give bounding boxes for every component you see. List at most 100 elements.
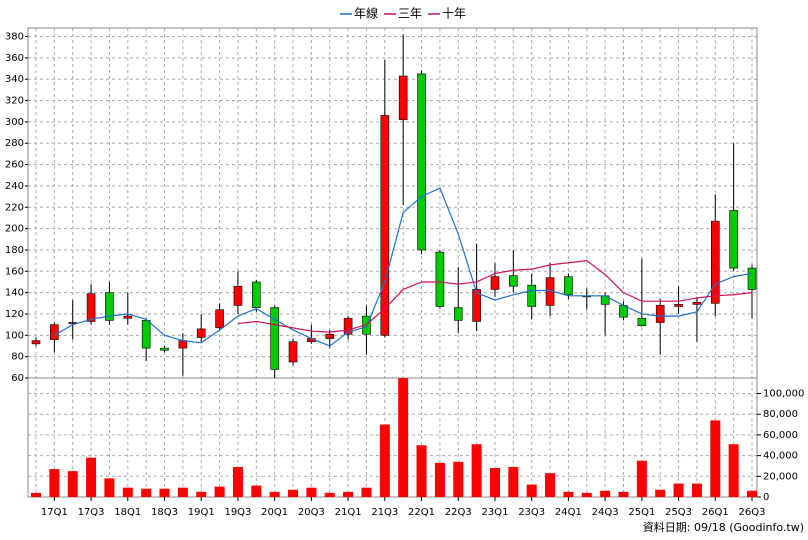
volume-bar — [232, 466, 243, 497]
y2-tick-label: 0 — [763, 492, 769, 503]
x-tick-label: 18Q3 — [151, 507, 178, 518]
candle-body — [674, 304, 683, 307]
volume-bar — [159, 488, 170, 497]
volume-bar — [196, 491, 207, 497]
candle-body — [270, 307, 279, 370]
y-tick-label: 180 — [5, 245, 24, 256]
y-tick-label: 360 — [5, 53, 24, 64]
volume-bar — [655, 489, 666, 497]
candle-body — [380, 115, 390, 336]
x-tick-label: 26Q3 — [739, 507, 766, 518]
x-tick-label: 22Q3 — [445, 507, 472, 518]
x-tick-label: 25Q3 — [665, 507, 692, 518]
volume-bar — [324, 492, 335, 497]
volume-bar — [122, 487, 133, 497]
x-tick-label: 17Q3 — [78, 507, 105, 518]
candle-body — [747, 267, 757, 290]
volume-bar — [710, 420, 721, 497]
ma-line — [237, 259, 753, 333]
candle-body — [252, 281, 261, 308]
candle-body — [141, 320, 151, 349]
y-tick-label: 340 — [5, 74, 24, 85]
legend-label: 十年 — [442, 7, 466, 21]
candle-body — [196, 328, 206, 338]
footer: 資料日期: 09/18 (Goodinfo.tw) — [643, 520, 804, 534]
candle-body — [527, 284, 536, 307]
candle-body — [288, 341, 298, 363]
y-tick-label: 280 — [5, 138, 24, 149]
candle-body — [215, 309, 224, 329]
volume-bar — [471, 444, 482, 497]
volume-bar — [251, 485, 262, 497]
volume-bar — [361, 487, 372, 497]
y-tick-label: 120 — [5, 309, 24, 320]
y-tick-label: 160 — [5, 266, 24, 277]
x-tick-label: 23Q1 — [481, 507, 508, 518]
volume-bar — [728, 444, 739, 497]
volume-bar — [508, 466, 519, 497]
candle-body — [31, 340, 41, 345]
x-tick-label: 24Q1 — [555, 507, 582, 518]
candle-body — [233, 285, 243, 306]
legend-label: 三年 — [398, 7, 422, 21]
volume-bar — [67, 471, 78, 497]
volume-bar — [453, 461, 464, 497]
candle-body — [398, 75, 408, 121]
y2-tick-label: 100,000 — [763, 389, 804, 400]
x-tick-label: 20Q1 — [261, 507, 288, 518]
y-tick-label: 200 — [5, 224, 24, 235]
candle-body — [105, 292, 114, 321]
y-tick-label: 140 — [5, 288, 24, 299]
candle-body — [710, 220, 720, 304]
x-tick-label: 21Q1 — [335, 507, 362, 518]
candle-body — [453, 307, 463, 321]
y-tick-label: 240 — [5, 181, 24, 192]
candle-body — [564, 276, 573, 296]
y-tick-label: 220 — [5, 202, 24, 213]
x-tick-label: 26Q1 — [702, 507, 729, 518]
candle-body — [178, 340, 188, 349]
y2-tick-label: 60,000 — [763, 430, 798, 441]
y-tick-label: 380 — [5, 32, 24, 43]
y2-tick-label: 80,000 — [763, 409, 798, 420]
volume-bar — [141, 488, 152, 497]
volume-bar — [747, 490, 757, 497]
candle-body — [86, 293, 96, 322]
volume-bar — [343, 491, 354, 497]
volume-bar — [563, 491, 574, 497]
volume-bar — [618, 491, 629, 497]
x-tick-label: 24Q3 — [592, 507, 619, 518]
x-tick-label: 19Q1 — [188, 507, 215, 518]
x-tick-label: 19Q3 — [224, 507, 251, 518]
volume-bar — [600, 490, 611, 497]
y-tick-label: 60 — [11, 373, 24, 384]
volume-bar — [104, 478, 115, 497]
x-tick-label: 22Q1 — [408, 507, 435, 518]
candle-body — [417, 73, 426, 251]
volume-bar — [434, 462, 445, 497]
volume-bar — [86, 457, 97, 497]
volume-bar — [379, 424, 390, 497]
volume-bar — [691, 483, 702, 497]
candle-body — [123, 315, 133, 319]
volume-bar — [214, 486, 225, 497]
volume-bar — [49, 469, 60, 497]
x-tick-label: 21Q3 — [371, 507, 398, 518]
x-tick-label: 20Q3 — [298, 507, 325, 518]
y-tick-label: 260 — [5, 160, 24, 171]
y-tick-label: 80 — [11, 352, 24, 363]
candle-body — [325, 333, 335, 339]
x-tick-label: 23Q3 — [518, 507, 545, 518]
volume-bar — [545, 473, 556, 497]
volume-bar — [416, 445, 427, 497]
volume-bar — [306, 487, 317, 497]
y-tick-label: 300 — [5, 117, 24, 128]
candle-body — [343, 317, 353, 335]
candle-body — [637, 317, 647, 327]
candle-body — [50, 324, 59, 340]
volume-bar — [581, 492, 592, 497]
y-tick-label: 320 — [5, 96, 24, 107]
volume-bar — [177, 487, 188, 497]
